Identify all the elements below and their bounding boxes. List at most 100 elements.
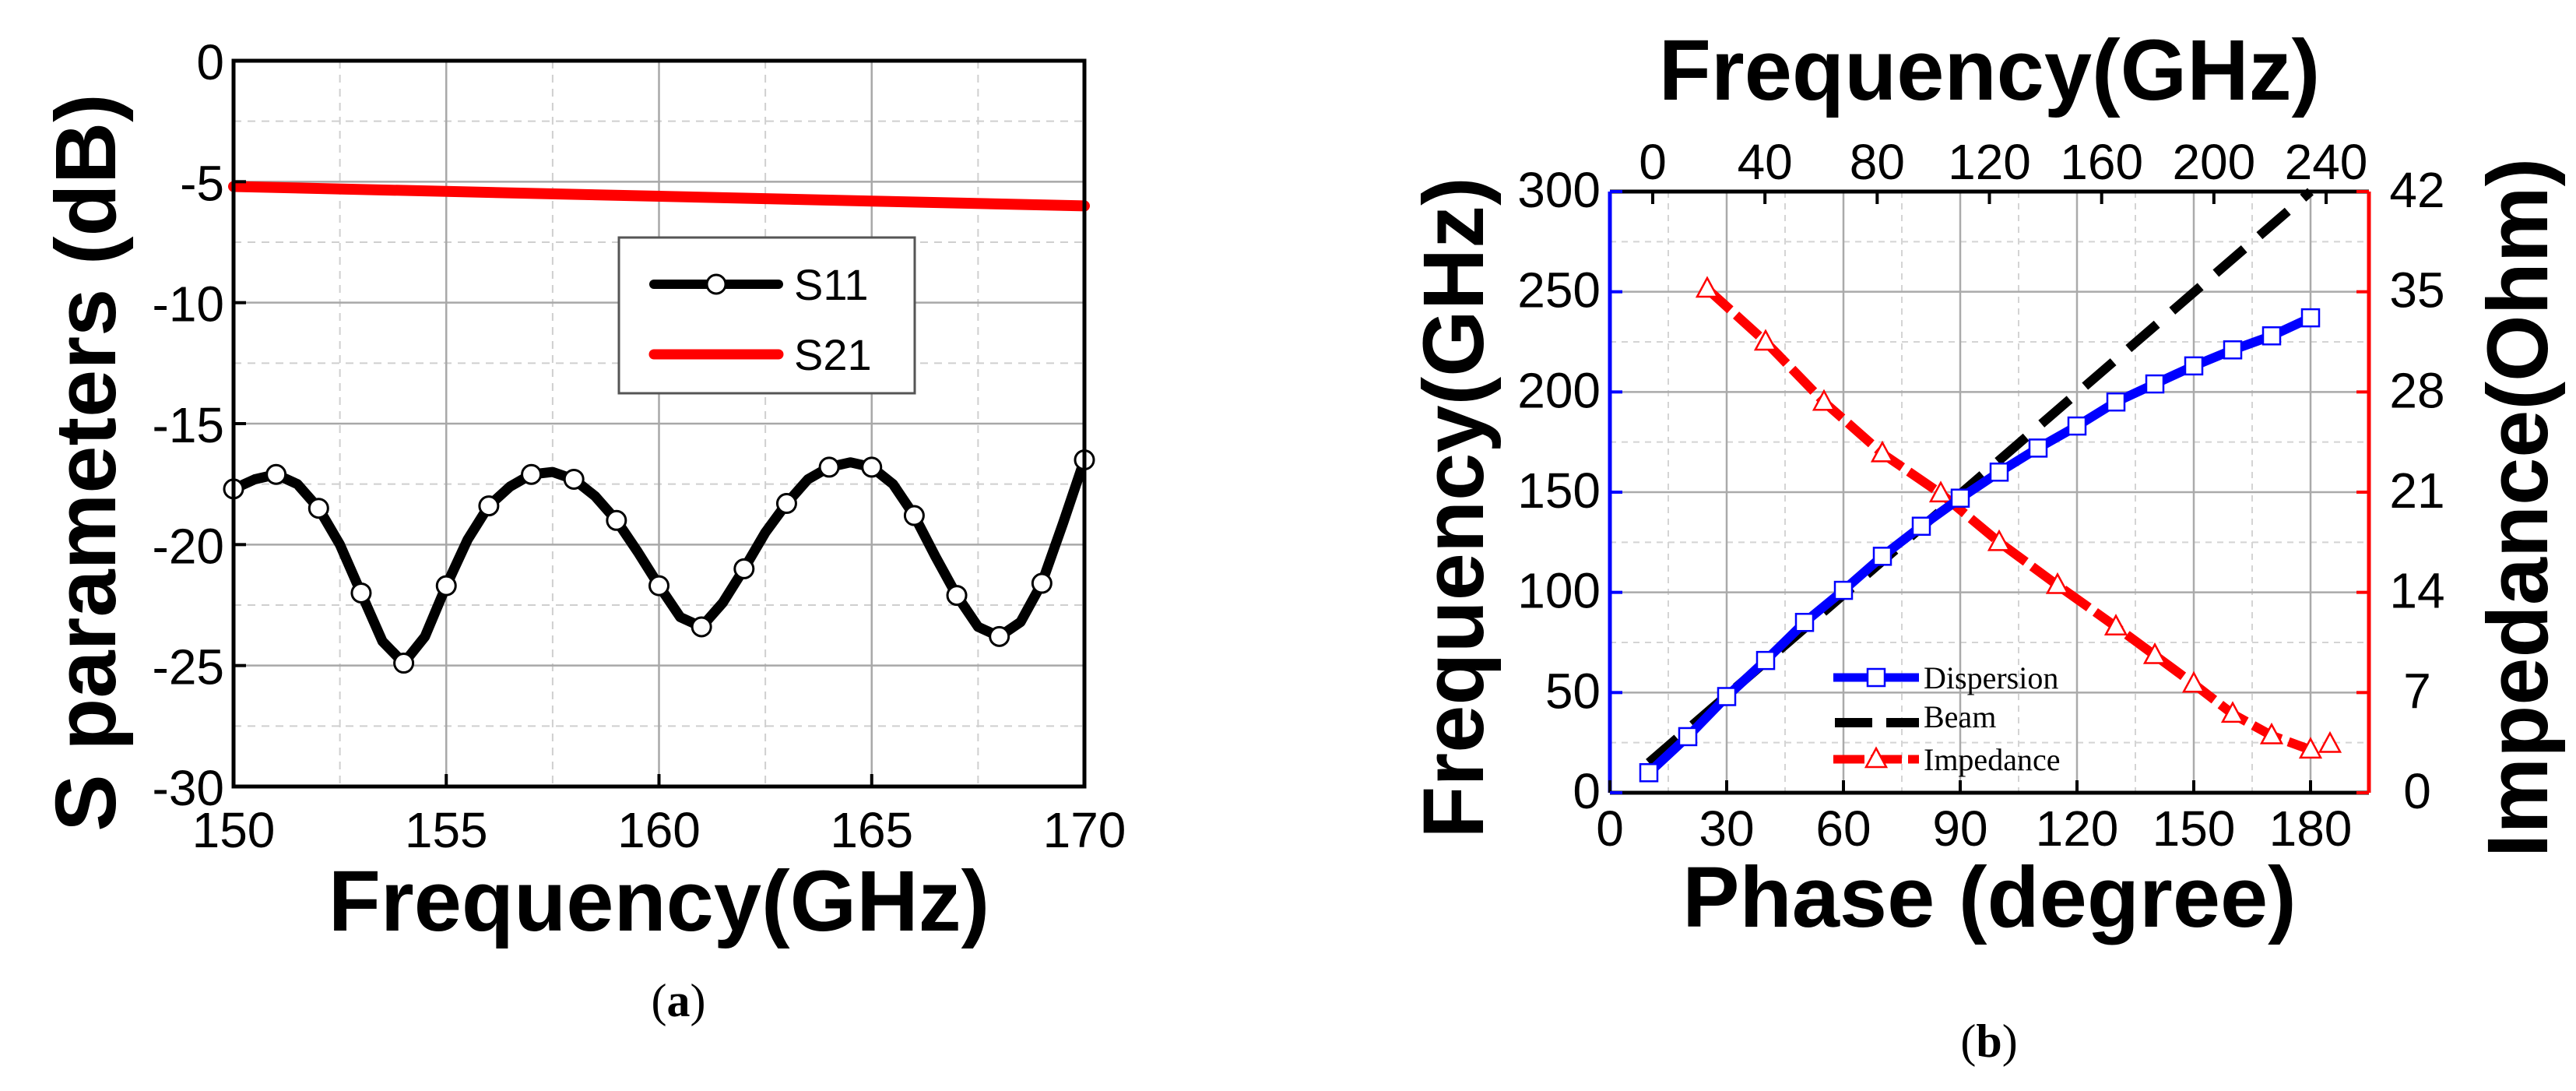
chart-b-dispersion-point (1950, 488, 1970, 508)
chart-b-y2-tick-label: 28 (2389, 362, 2444, 418)
chart-b-caption-close: ) (2002, 1015, 2018, 1067)
chart-a-s11-point (861, 456, 883, 478)
chart-a-x-tick-label: 165 (830, 802, 913, 858)
chart-a-legend-box (617, 236, 916, 395)
chart-b-y2-tick-label: 21 (2389, 463, 2444, 519)
chart-b-impedance-point (1812, 389, 1836, 411)
chart-a (223, 58, 1095, 789)
chart-a-x-axis-label: Frequency(GHz) (329, 853, 990, 949)
chart-b-dispersion-point (2261, 326, 2282, 346)
chart-a-caption-close: ) (691, 975, 706, 1026)
chart-b-dispersion-point (1794, 613, 1815, 632)
chart-a-s11-point (478, 495, 500, 517)
chart-b-dispersion-point (2106, 392, 2126, 412)
chart-b-impedance-point (1987, 529, 2012, 551)
chart-a-caption: (a) (652, 975, 706, 1026)
chart-b-x-tick-label: 0 (1596, 801, 1624, 857)
chart-a-s11-point (818, 456, 840, 478)
chart-a-s11-point (648, 575, 669, 597)
chart-b-legend-beam-label: Beam (1924, 699, 1996, 734)
chart-b-y-tick-label: 150 (1517, 463, 1601, 519)
chart-a-y-tick-label: 0 (196, 34, 224, 90)
chart-b-dispersion-point (1639, 763, 1659, 783)
chart-b-dispersion-point (1833, 580, 1854, 600)
chart-a-s11-point (435, 575, 457, 597)
chart-b-y2-tick-label: 0 (2403, 763, 2431, 819)
chart-a-y-tick-label: -25 (153, 639, 225, 695)
chart-a-x-tick-label: 150 (192, 802, 276, 858)
chart-b-x2-axis-label: Frequency(GHz) (1659, 23, 2321, 118)
chart-b-impedance-point (2259, 722, 2284, 744)
chart-b-impedance-point (2181, 670, 2206, 693)
chart-a-x-tick-label: 155 (405, 802, 488, 858)
chart-b-impedance-point (1695, 276, 1720, 298)
chart-b-caption-open: ( (1960, 1015, 1976, 1067)
chart-b-y2-tick-label: 35 (2389, 262, 2444, 319)
chart-b-impedance-point (2220, 701, 2245, 723)
chart-b-dispersion-point (2300, 308, 2321, 328)
chart-b-x2-tick-label: 40 (1738, 134, 1793, 190)
chart-b-y2-tick-label: 7 (2403, 663, 2431, 719)
chart-b-y2-tick-label: 14 (2389, 563, 2444, 619)
chart-b-x2-tick-label: 80 (1850, 134, 1905, 190)
chart-a-s11-point (1031, 572, 1053, 594)
chart-b-impedance-point (2142, 642, 2167, 664)
chart-a-y-tick-label: -10 (153, 276, 225, 333)
chart-b-dispersion-point (2067, 416, 2087, 436)
chart-a-s11-point (393, 653, 415, 674)
chart-b-x-tick-label: 120 (2036, 801, 2119, 857)
chart-a-y-tick-label: -5 (180, 155, 224, 211)
chart-a-series-line-s21 (228, 181, 1090, 212)
chart-b-dispersion-point (1755, 650, 1776, 670)
chart-b-y-tick-label: 0 (1573, 763, 1601, 819)
chart-b-impedance-point (2103, 614, 2128, 636)
chart-b-x2-tick-label: 160 (2060, 134, 2143, 190)
chart-b-impedance-point (2298, 737, 2323, 759)
chart-b-x2-tick-label: 240 (2285, 134, 2368, 190)
chart-b-x2-tick-label: 120 (1948, 134, 2031, 190)
chart-b-dispersion-point (1717, 687, 1737, 706)
chart-b-dispersion-point (2223, 340, 2243, 360)
chart-a-s11-point (308, 498, 329, 519)
chart-a-s11-point (350, 582, 372, 604)
chart-b (1608, 188, 2371, 795)
chart-a-s11-point (265, 463, 287, 485)
chart-b-x-tick-label: 30 (1699, 801, 1754, 857)
chart-b-impedance-point (1753, 329, 1778, 351)
chart-b-x-tick-label: 180 (2269, 801, 2353, 857)
chart-b-x2-tick-label: 0 (1639, 134, 1667, 190)
chart-b-impedance-point (1928, 480, 1953, 503)
chart-a-legend-s11-marker (705, 273, 727, 295)
chart-b-legend-dispersion-marker (1866, 667, 1886, 688)
chart-b-y-axis-label: Frequency(GHz) (1406, 177, 1502, 839)
chart-b-y-tick-label: 100 (1517, 563, 1601, 619)
chart-a-s11-point (903, 505, 925, 526)
chart-b-y2-axis-label: Impedance(Ohm) (2470, 158, 2566, 857)
chart-b-y-tick-label: 200 (1517, 362, 1601, 418)
chart-a-legend-s11-label: S11 (794, 260, 868, 309)
chart-b-impedance-point (2045, 572, 2070, 594)
chart-b-legend-dispersion-label: Dispersion (1924, 660, 2058, 695)
chart-b-caption-letter: b (1976, 1015, 2001, 1067)
chart-b-caption: (b) (1960, 1015, 2017, 1067)
chart-b-impedance-point (2318, 730, 2342, 753)
chart-a-x-tick-label: 160 (617, 802, 701, 858)
chart-b-dispersion-point (2184, 356, 2204, 376)
chart-b-x-tick-label: 60 (1815, 801, 1871, 857)
chart-b-x-axis-label: Phase (degree) (1682, 850, 2297, 945)
chart-a-s11-point (691, 616, 712, 638)
chart-b-y-tick-label: 250 (1517, 262, 1601, 319)
chart-b-x2-tick-label: 200 (2172, 134, 2255, 190)
chart-a-s11-point (989, 625, 1010, 647)
chart-b-y2-tick-label: 42 (2389, 162, 2444, 218)
chart-b-legend-impedance-label: Impedance (1924, 742, 2060, 777)
chart-a-s11-point (563, 468, 585, 490)
chart-a-x-tick-label: 170 (1043, 802, 1126, 858)
chart-b-impedance-point (1870, 440, 1895, 463)
chart-b-legend-impedance-marker (1864, 746, 1889, 769)
chart-b-dispersion-point (2145, 374, 2165, 394)
chart-b-dispersion-point (1911, 516, 1931, 536)
chart-a-s11-point (606, 509, 627, 531)
chart-a-y-axis-label: S parameters (dB) (38, 93, 134, 832)
chart-b-dispersion-point (1989, 463, 2009, 482)
